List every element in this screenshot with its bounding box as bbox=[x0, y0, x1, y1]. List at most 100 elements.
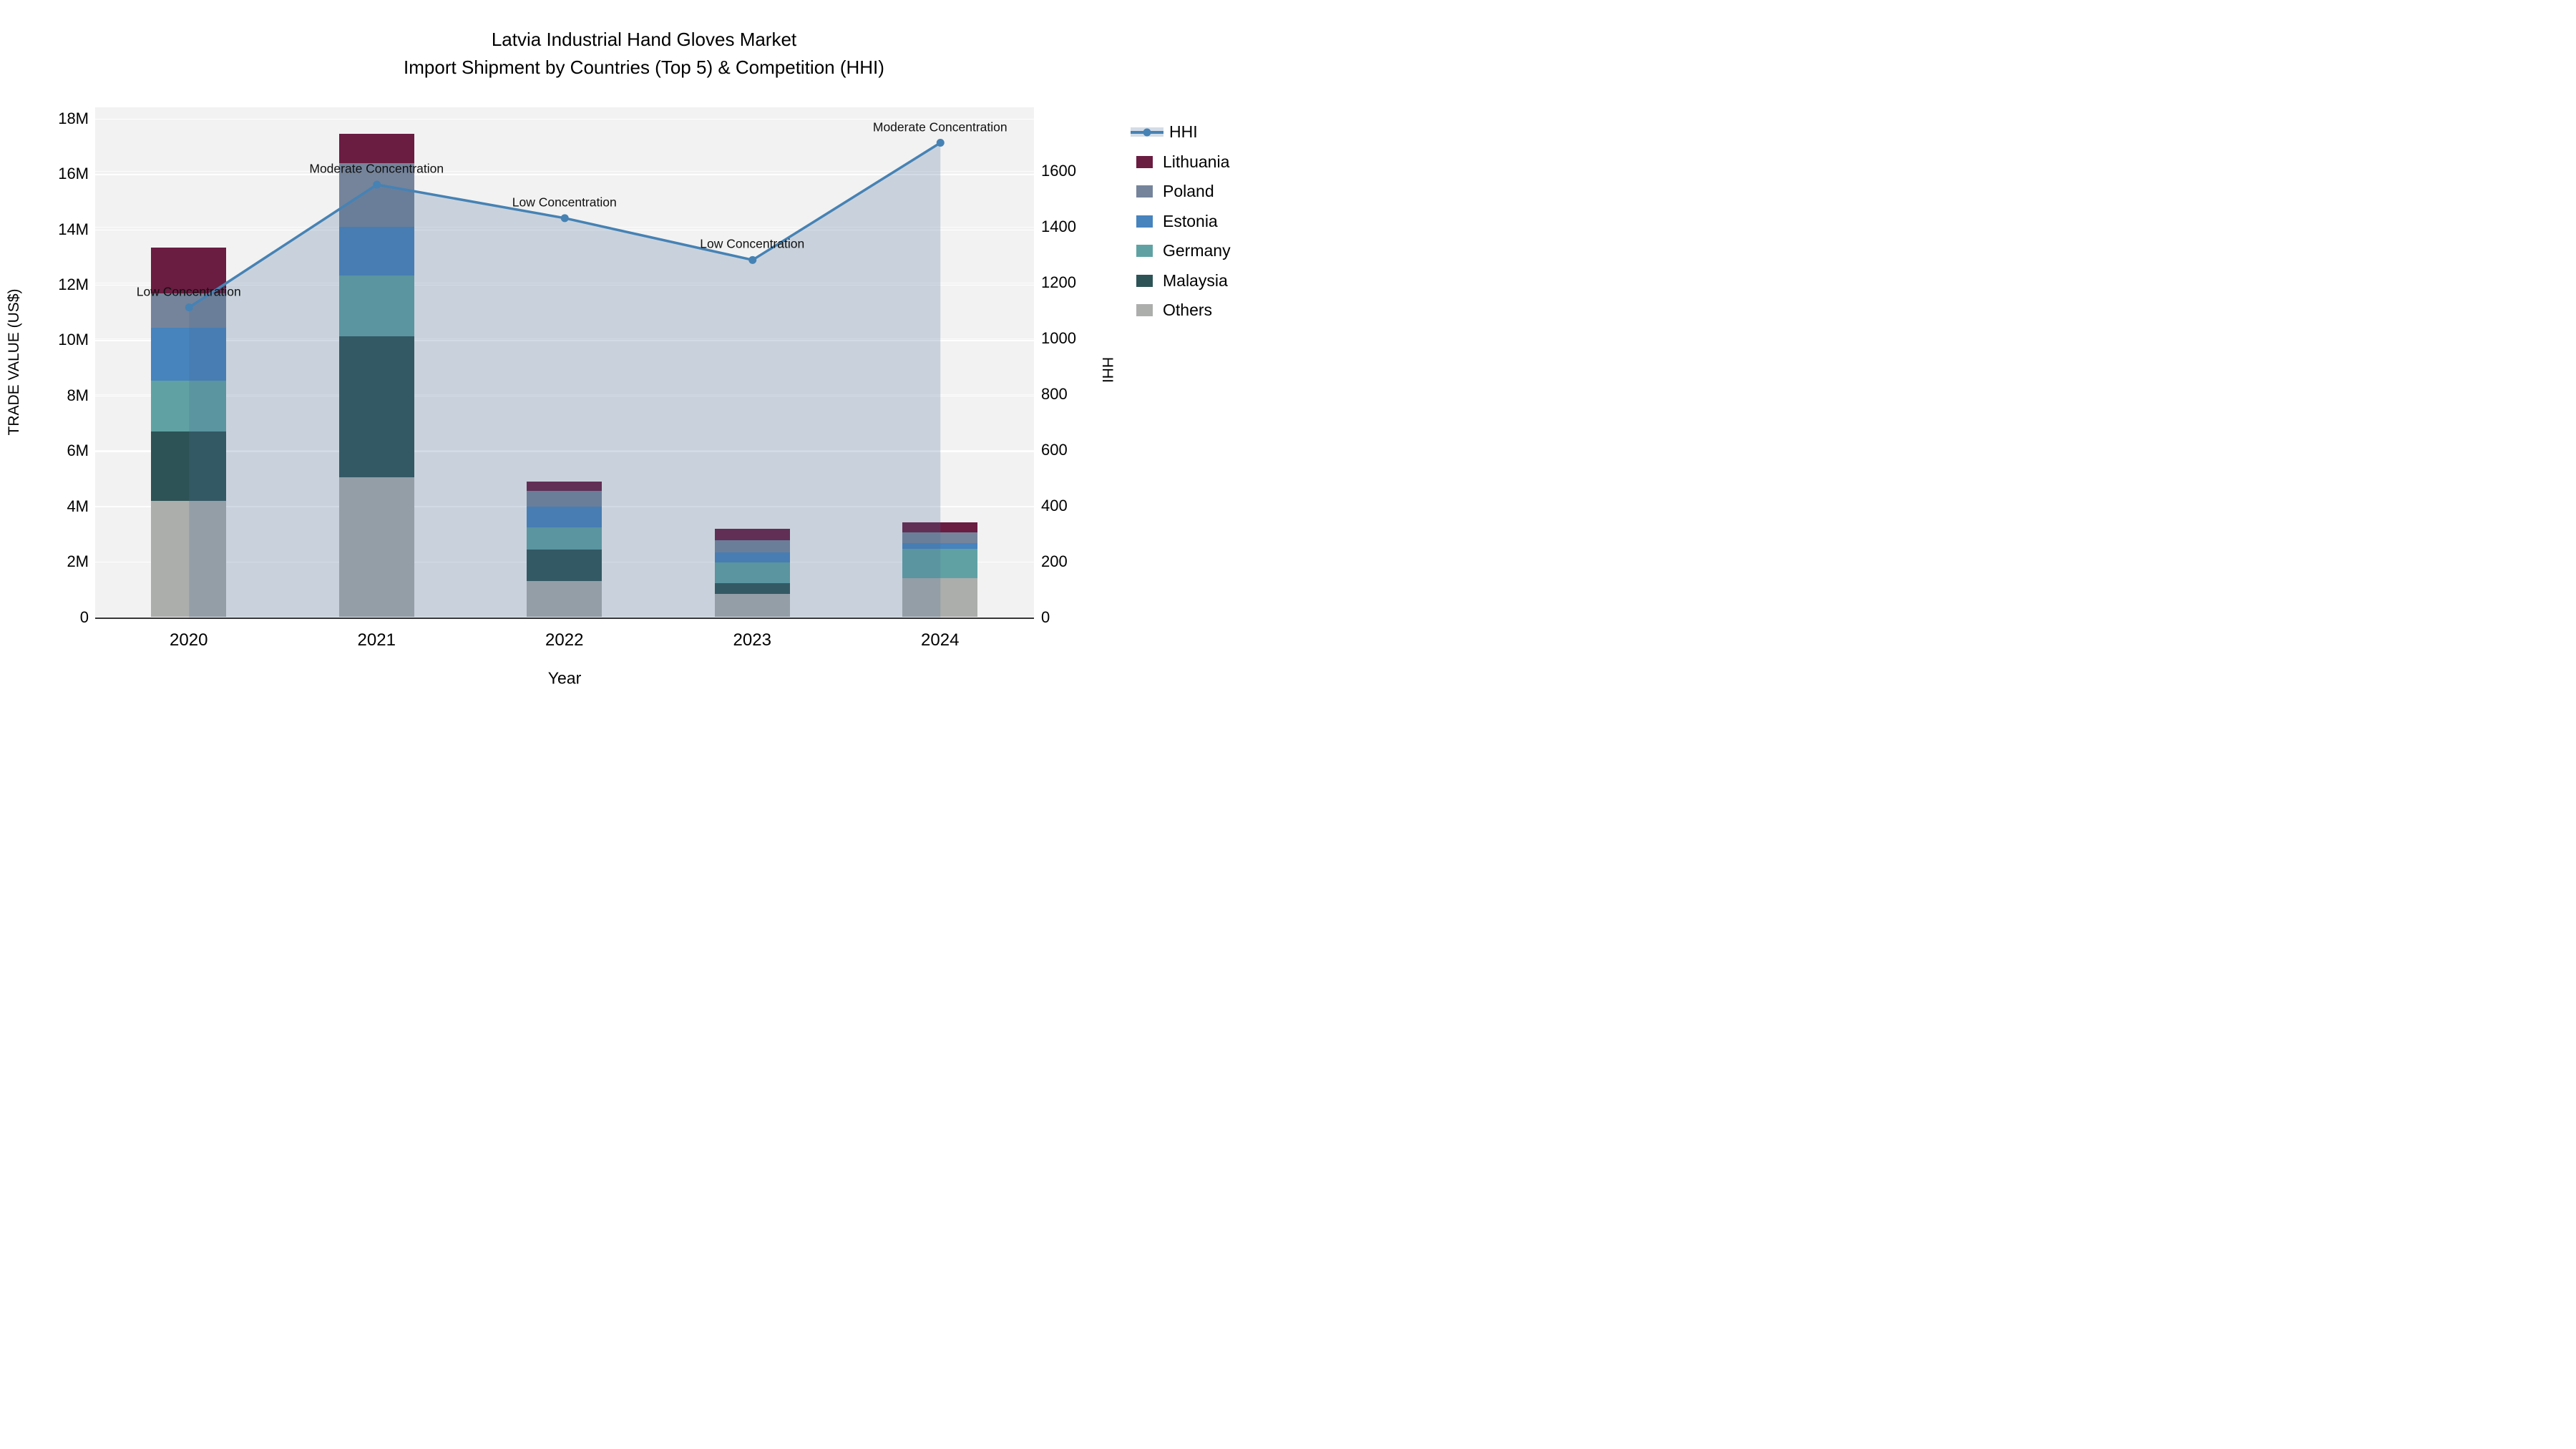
gridline-y-right bbox=[94, 449, 1034, 451]
y-left-tick: 10M bbox=[58, 331, 89, 349]
bar-lithuania-2020[interactable] bbox=[151, 247, 227, 293]
bar-estonia-2023[interactable] bbox=[714, 552, 790, 562]
legend-item-germany[interactable]: Germany bbox=[1136, 236, 1231, 266]
bar-lithuania-2024[interactable] bbox=[902, 522, 978, 533]
legend-label: Others bbox=[1163, 301, 1213, 320]
annotation-2024: Moderate Concentration bbox=[872, 119, 1008, 135]
legend-item-hhi[interactable]: HHI bbox=[1131, 117, 1231, 147]
chart-title-line2: Import Shipment by Countries (Top 5) & C… bbox=[404, 57, 884, 78]
x-axis-title: Year bbox=[547, 668, 582, 688]
y-left-axis-title: TRADE VALUE (US$) bbox=[6, 288, 22, 436]
y-right-tick: 600 bbox=[1041, 440, 1068, 459]
legend-label: Poland bbox=[1163, 182, 1214, 201]
legend-label: Lithuania bbox=[1163, 152, 1230, 171]
legend-label: Germany bbox=[1163, 241, 1231, 260]
legend-item-others[interactable]: Others bbox=[1136, 296, 1231, 326]
bar-poland-2021[interactable] bbox=[338, 162, 414, 227]
legend-item-poland[interactable]: Poland bbox=[1136, 177, 1231, 207]
malaysia-color-swatch bbox=[1136, 274, 1153, 287]
gridline-y-left bbox=[94, 451, 1034, 452]
bar-estonia-2022[interactable] bbox=[527, 506, 602, 527]
y-right-tick: 400 bbox=[1041, 496, 1068, 514]
bar-others-2024[interactable] bbox=[902, 578, 978, 618]
y-right-tick: 200 bbox=[1041, 552, 1068, 570]
hhi-marker-2024[interactable] bbox=[936, 139, 945, 147]
hhi-line-layer bbox=[185, 139, 945, 618]
hhi-marker-2022[interactable] bbox=[560, 214, 569, 223]
y-right-axis-title: HHI bbox=[1099, 356, 1116, 384]
bar-others-2020[interactable] bbox=[151, 500, 227, 618]
bar-lithuania-2022[interactable] bbox=[527, 481, 602, 492]
y-left-tick: 12M bbox=[58, 275, 89, 294]
bar-germany-2023[interactable] bbox=[714, 562, 790, 583]
gridline-y-left bbox=[94, 340, 1034, 341]
y-left-tick: 4M bbox=[67, 497, 89, 515]
bar-malaysia-2022[interactable] bbox=[527, 549, 602, 582]
legend-label: HHI bbox=[1169, 122, 1198, 142]
gridline-y-left bbox=[94, 174, 1034, 175]
bar-malaysia-2021[interactable] bbox=[338, 336, 414, 478]
chart-title-line1: Latvia Industrial Hand Gloves Market bbox=[491, 29, 797, 50]
bar-germany-2021[interactable] bbox=[338, 275, 414, 336]
bar-estonia-2021[interactable] bbox=[338, 226, 414, 275]
y-right-tick: 1600 bbox=[1041, 161, 1076, 180]
bar-poland-2023[interactable] bbox=[714, 540, 790, 552]
bar-estonia-2024[interactable] bbox=[902, 543, 978, 550]
legend-label: Estonia bbox=[1163, 211, 1218, 230]
y-right-tick: 1400 bbox=[1041, 217, 1076, 235]
chart-title: Latvia Industrial Hand Gloves Market Imp… bbox=[0, 26, 1288, 82]
x-tick-2020: 2020 bbox=[170, 630, 208, 650]
y-left-tick: 8M bbox=[67, 386, 89, 404]
x-tick-2021: 2021 bbox=[357, 630, 396, 650]
y-left-tick: 2M bbox=[67, 552, 89, 571]
poland-color-swatch bbox=[1136, 185, 1153, 198]
legend-item-lithuania[interactable]: Lithuania bbox=[1136, 147, 1231, 177]
y-left-tick: 18M bbox=[58, 109, 89, 127]
bar-others-2022[interactable] bbox=[527, 581, 602, 618]
y-right-tick: 1200 bbox=[1041, 273, 1076, 291]
bar-estonia-2020[interactable] bbox=[151, 328, 227, 381]
annotation-2023: Low Concentration bbox=[700, 236, 805, 251]
germany-color-swatch bbox=[1136, 245, 1153, 258]
bar-lithuania-2023[interactable] bbox=[714, 529, 790, 540]
annotation-2021: Moderate Concentration bbox=[309, 161, 444, 176]
bar-germany-2020[interactable] bbox=[151, 380, 227, 432]
annotation-2020: Low Concentration bbox=[136, 284, 241, 299]
bar-lithuania-2021[interactable] bbox=[338, 134, 414, 163]
bar-germany-2022[interactable] bbox=[527, 527, 602, 550]
hhi-marker-2021[interactable] bbox=[372, 180, 381, 189]
gridline-y-right bbox=[94, 226, 1034, 228]
gridline-y-right bbox=[94, 170, 1034, 172]
y-left-tick: 16M bbox=[58, 165, 89, 183]
y-left-tick: 14M bbox=[58, 220, 89, 238]
gridline-y-right bbox=[94, 338, 1034, 339]
bar-germany-2024[interactable] bbox=[902, 549, 978, 579]
estonia-color-swatch bbox=[1136, 215, 1153, 228]
y-left-tick: 0 bbox=[79, 608, 89, 626]
bar-poland-2024[interactable] bbox=[902, 532, 978, 544]
bar-malaysia-2023[interactable] bbox=[714, 582, 790, 594]
legend-item-estonia[interactable]: Estonia bbox=[1136, 207, 1231, 237]
y-left-tick: 6M bbox=[67, 441, 89, 460]
hhi-marker-2020[interactable] bbox=[185, 303, 193, 312]
bar-poland-2022[interactable] bbox=[527, 491, 602, 507]
y-right-tick: 800 bbox=[1041, 384, 1068, 403]
legend: HHI Lithuania Poland Estonia Germany Malaysia… bbox=[1131, 117, 1231, 326]
bar-others-2021[interactable] bbox=[338, 477, 414, 618]
gridline-y-right bbox=[94, 394, 1034, 395]
x-tick-2024: 2024 bbox=[921, 630, 960, 650]
x-tick-2023: 2023 bbox=[733, 630, 771, 650]
bar-others-2023[interactable] bbox=[714, 593, 790, 618]
x-tick-2022: 2022 bbox=[545, 630, 584, 650]
annotation-2022: Low Concentration bbox=[512, 195, 617, 210]
y-right-tick: 1000 bbox=[1041, 328, 1076, 347]
x-axis-line bbox=[94, 617, 1034, 619]
hhi-marker-2023[interactable] bbox=[748, 255, 756, 264]
gridline-y-left bbox=[94, 285, 1034, 286]
legend-item-malaysia[interactable]: Malaysia bbox=[1136, 266, 1231, 296]
y-right-tick: 0 bbox=[1041, 608, 1050, 626]
hhi-line-legend-sample bbox=[1131, 127, 1163, 137]
legend-label: Malaysia bbox=[1163, 270, 1228, 290]
bar-malaysia-2020[interactable] bbox=[151, 431, 227, 501]
chart-figure: Low Concentration Moderate Concentration L… bbox=[0, 0, 1288, 724]
